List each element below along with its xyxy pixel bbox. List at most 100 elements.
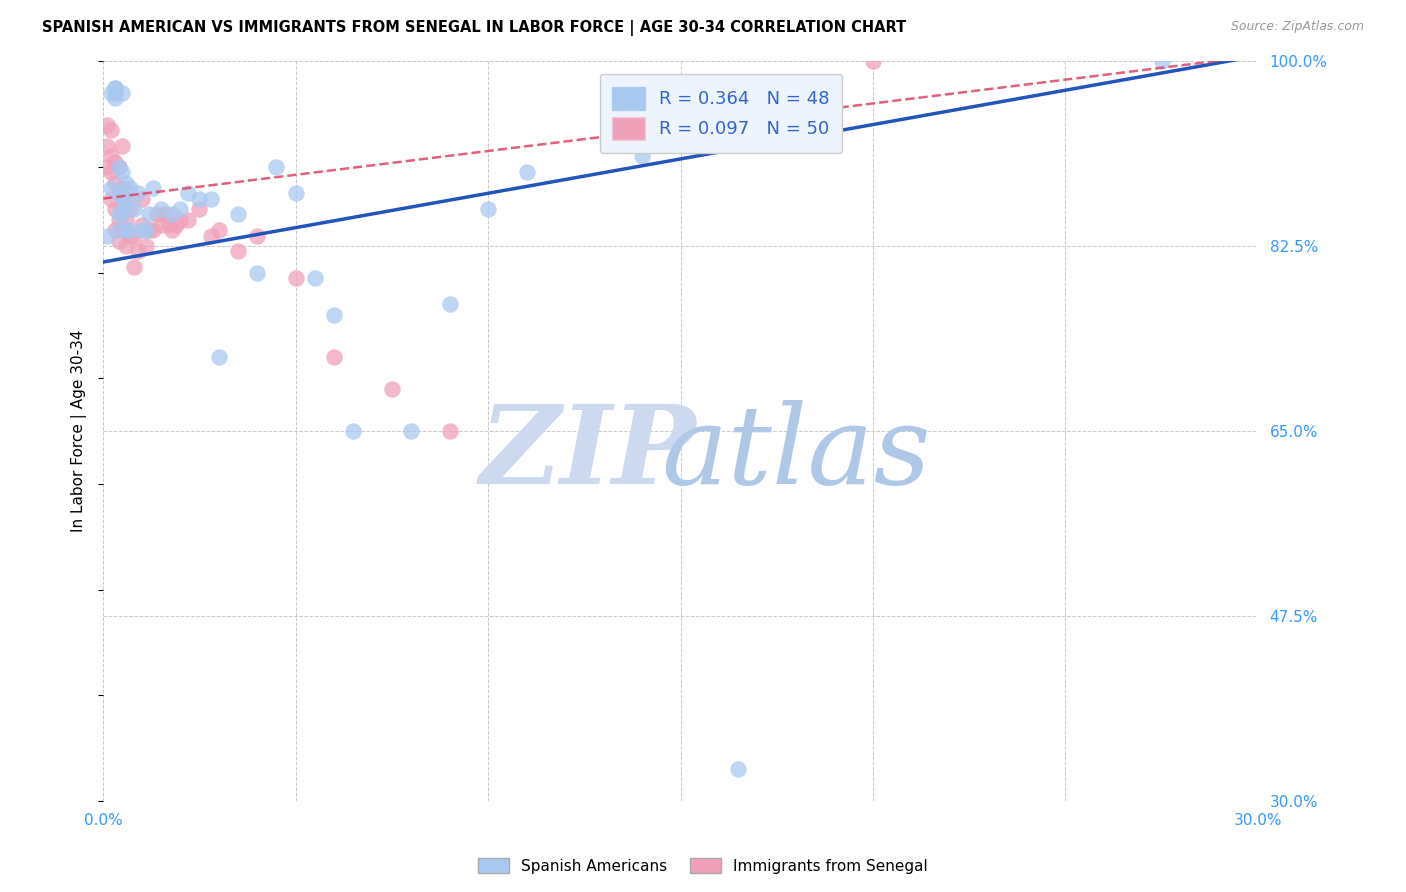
Point [107,186,129,201]
Point [115,192,138,206]
Point [208,350,231,364]
Text: ZIP: ZIP [479,400,696,507]
Text: atlas: atlas [661,400,931,507]
Point [208,223,231,237]
Point [111,86,134,100]
Point [104,86,127,100]
Point [96,160,118,174]
Point [138,223,160,237]
Point [323,350,346,364]
Point [188,192,211,206]
Point [104,202,127,216]
Point [200,228,222,243]
Point [131,192,153,206]
Point [157,218,180,232]
Point [1150,54,1173,69]
Point [104,176,127,190]
Point [107,186,129,201]
Point [122,202,145,216]
Point [100,165,122,179]
Y-axis label: In Labor Force | Age 30-34: In Labor Force | Age 30-34 [72,330,87,533]
Point [104,223,127,237]
Point [177,186,200,201]
Point [399,424,422,438]
Point [153,207,176,221]
Point [111,202,134,216]
Point [439,297,461,311]
Point [165,218,187,232]
Point [111,181,134,195]
Point [131,223,153,237]
Point [135,239,157,253]
Point [188,202,211,216]
Point [246,228,269,243]
Point [115,176,138,190]
Point [100,86,122,100]
Point [127,244,149,259]
Point [107,234,129,248]
Point [323,308,346,322]
Point [107,223,129,237]
Point [131,218,153,232]
Point [104,80,127,95]
Text: Source: ZipAtlas.com: Source: ZipAtlas.com [1230,20,1364,33]
Point [100,149,122,163]
Point [516,165,538,179]
Point [162,223,184,237]
Point [96,118,118,132]
Legend: R = 0.364   N = 48, R = 0.097   N = 50: R = 0.364 N = 48, R = 0.097 N = 50 [599,74,842,153]
Point [135,223,157,237]
Point [122,228,145,243]
Point [284,270,307,285]
Point [142,223,165,237]
Point [169,202,191,216]
Point [111,207,134,221]
Point [381,382,404,396]
Point [246,266,269,280]
Point [115,197,138,211]
Point [689,91,711,105]
Point [127,186,149,201]
Point [104,80,127,95]
Point [100,123,122,137]
Point [120,228,142,243]
Point [142,181,165,195]
Point [111,165,134,179]
Point [169,212,191,227]
Point [266,160,288,174]
Point [439,424,461,438]
Point [107,207,129,221]
Point [862,54,884,69]
Point [115,223,138,237]
Point [107,160,129,174]
Point [342,424,364,438]
Point [120,181,142,195]
Point [100,181,122,195]
Point [111,138,134,153]
Point [304,270,326,285]
Text: SPANISH AMERICAN VS IMMIGRANTS FROM SENEGAL IN LABOR FORCE | AGE 30-34 CORRELATI: SPANISH AMERICAN VS IMMIGRANTS FROM SENE… [42,20,907,36]
Point [146,207,169,221]
Point [727,763,749,777]
Point [149,218,172,232]
Point [177,212,200,227]
Point [200,192,222,206]
Point [284,186,307,201]
Point [477,202,499,216]
Point [149,202,172,216]
Point [104,91,127,105]
Point [96,138,118,153]
Point [226,244,249,259]
Point [104,154,127,169]
Point [226,207,249,221]
Point [107,160,129,174]
Point [100,192,122,206]
Point [120,223,142,237]
Point [96,228,118,243]
Point [162,207,184,221]
Point [107,212,129,227]
Point [111,223,134,237]
Legend: Spanish Americans, Immigrants from Senegal: Spanish Americans, Immigrants from Seneg… [472,852,934,880]
Point [115,239,138,253]
Point [122,260,145,275]
